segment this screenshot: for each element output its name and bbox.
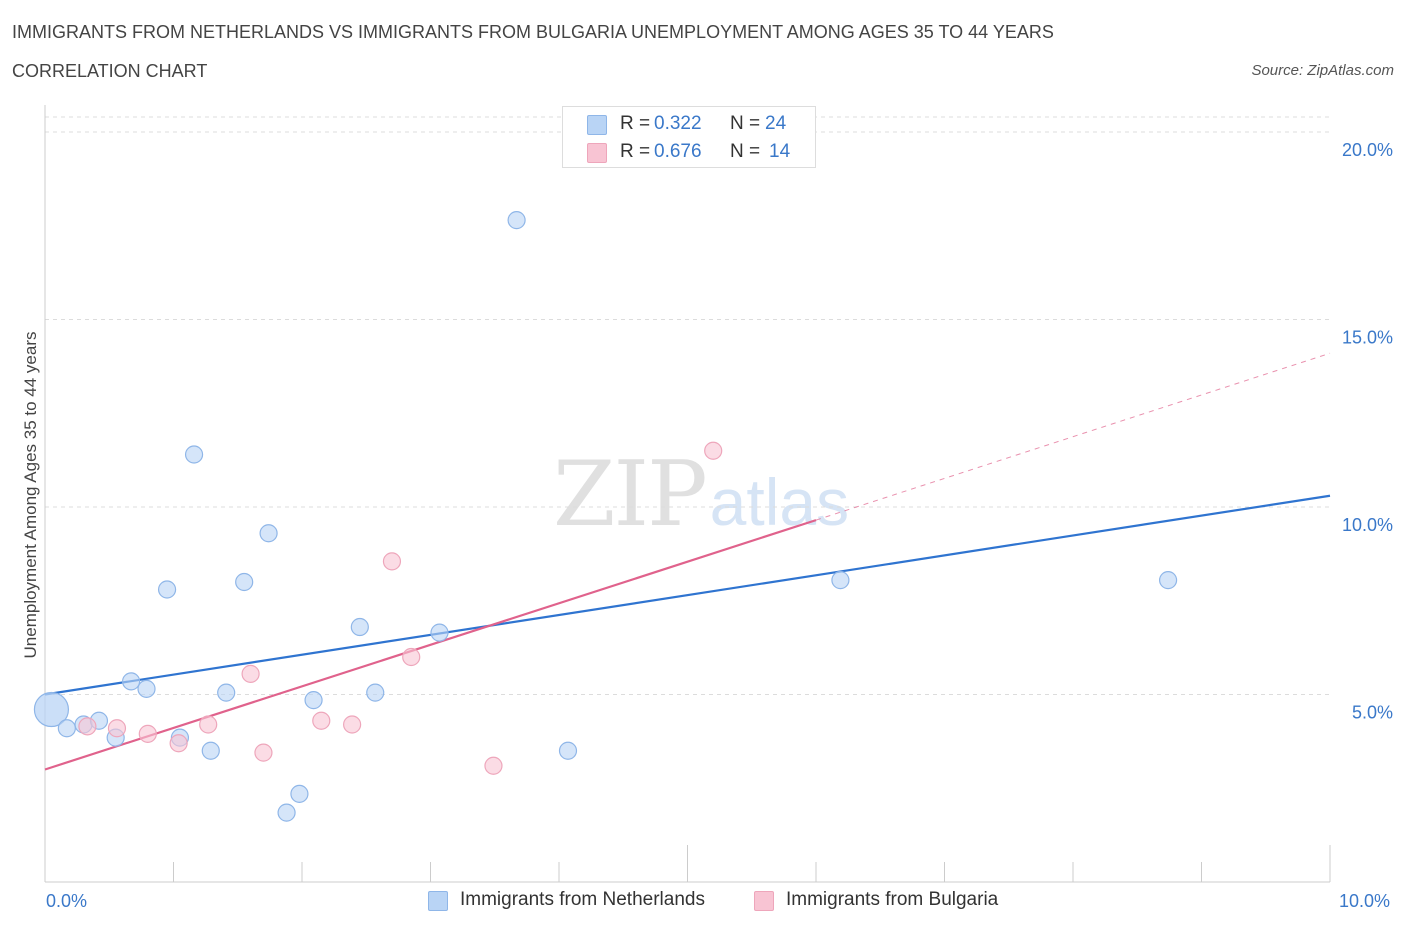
point-bulgaria [138,724,157,743]
legend-r-label: R = [620,113,651,134]
bottom-legend-label-netherlands: Immigrants from Netherlands [460,889,705,910]
point-netherlands [201,741,220,760]
chart-title: IMMIGRANTS FROM NETHERLANDS VS IMMIGRANT… [12,22,1054,42]
legend-n-label: N = [730,113,761,134]
legend-r-value: 0.676 [654,141,702,162]
point-netherlands [235,572,254,592]
legend-n-value: 24 [765,113,787,134]
point-netherlands [57,719,76,738]
point-bulgaria [199,715,218,734]
point-netherlands [137,679,156,698]
correlation-legend: R = 0.322 N = 24 R = 0.676 N = 14 [562,106,816,168]
y-tick-labels: 5.0% 10.0% 15.0% 20.0% [1342,140,1393,723]
legend-r-label: R = [620,141,651,162]
x-max-label: 10.0% [1339,891,1391,911]
point-bulgaria [704,441,723,460]
trend-lines [44,352,1331,771]
bottom-legend-swatch-bulgaria [754,891,774,911]
bottom-legend-label-bulgaria: Immigrants from Bulgaria [786,889,999,910]
trend-line-bulgaria-extension [815,352,1331,521]
point-netherlands [350,617,369,637]
point-netherlands [1158,571,1178,590]
axes [44,105,1331,883]
point-netherlands [507,211,526,230]
point-netherlands [366,683,385,702]
point-netherlands [157,580,177,599]
legend-r-value: 0.322 [654,113,702,134]
point-bulgaria [241,664,260,683]
point-bulgaria [254,743,273,762]
point-netherlands [831,571,850,590]
y-tick-label: 5.0% [1352,703,1393,723]
x-min-label: 0.0% [46,891,88,911]
point-bulgaria [312,711,331,730]
point-bulgaria [107,719,127,738]
trend-line-netherlands [44,494,1331,696]
point-netherlands [121,672,141,691]
legend-n-label: N = [730,141,761,162]
y-tick-label: 15.0% [1342,328,1393,348]
point-bulgaria [402,647,421,667]
trend-line-bulgaria [44,519,817,771]
gridlines [45,116,1330,695]
y-tick-label: 20.0% [1342,140,1393,160]
point-bulgaria [78,717,97,736]
y-tick-label: 10.0% [1342,515,1393,535]
point-netherlands [290,784,309,803]
point-netherlands [558,741,578,760]
point-netherlands [277,803,296,822]
point-netherlands [430,623,449,642]
legend-n-value: 14 [769,141,791,162]
legend-swatch-bulgaria [587,143,607,163]
point-netherlands [217,683,236,702]
source-label: Source: ZipAtlas.com [1251,62,1394,79]
point-bulgaria [484,756,503,775]
y-axis-label: Unemployment Among Ages 35 to 44 years [21,331,40,659]
bottom-legend-swatch-netherlands [428,891,448,911]
point-bulgaria [343,715,362,734]
point-netherlands [184,445,204,464]
legend-swatch-netherlands [587,115,607,135]
point-netherlands [33,691,70,728]
point-netherlands [304,691,323,710]
chart-subtitle: CORRELATION CHART [12,61,208,81]
point-netherlands [259,524,278,543]
data-points [33,211,1178,822]
point-bulgaria [169,734,188,753]
point-bulgaria [382,552,402,571]
